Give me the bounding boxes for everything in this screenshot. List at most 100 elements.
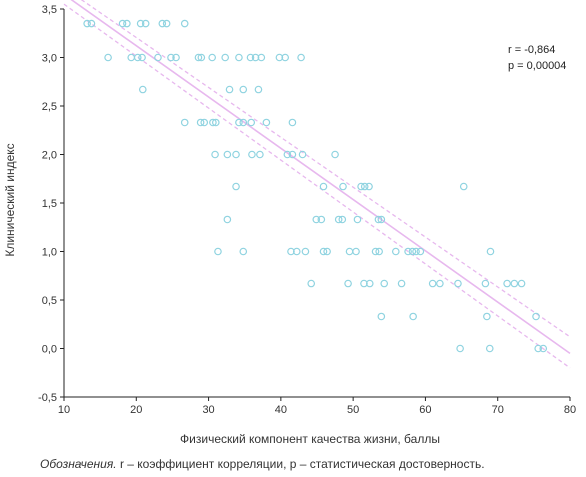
y-tick-label: 2,5	[42, 101, 57, 113]
data-point	[331, 150, 339, 159]
data-point	[197, 53, 206, 62]
x-tick-label: 80	[564, 404, 576, 416]
data-point	[87, 19, 96, 28]
data-point	[275, 53, 284, 62]
data-point	[532, 312, 540, 321]
confidence-band	[63, 0, 571, 369]
data-point	[239, 247, 248, 256]
y-tick-label: 3,0	[42, 53, 57, 65]
data-point	[409, 312, 417, 321]
data-point	[214, 247, 222, 256]
data-point	[345, 247, 354, 256]
data-point	[239, 85, 248, 94]
data-point	[416, 247, 425, 256]
data-point	[357, 182, 365, 191]
y-tick-label: 0,0	[42, 344, 57, 356]
data-point	[200, 118, 209, 127]
data-point	[292, 247, 301, 256]
data-point	[223, 150, 232, 159]
data-point	[517, 279, 526, 288]
x-ticks: 10 20 30 40 50 60 70 80	[58, 397, 576, 416]
data-point	[365, 279, 374, 288]
data-point	[118, 19, 127, 28]
data-point	[408, 247, 417, 256]
data-point	[288, 118, 297, 127]
data-point	[371, 247, 380, 256]
data-point	[235, 118, 243, 127]
data-point	[454, 279, 462, 288]
data-point	[235, 53, 243, 62]
data-point	[287, 247, 295, 256]
data-point	[232, 182, 240, 191]
data-point	[353, 215, 362, 224]
data-point	[225, 85, 234, 94]
correlation-p: p = 0,00004	[508, 60, 566, 72]
data-point	[352, 247, 360, 256]
data-point	[301, 247, 310, 256]
data-point	[297, 53, 305, 62]
data-point	[138, 85, 147, 94]
data-point	[319, 182, 328, 191]
data-point	[283, 150, 292, 159]
data-point	[503, 279, 511, 288]
data-point	[221, 53, 229, 62]
data-point	[246, 53, 255, 62]
ci-lower-line	[63, 3, 571, 369]
data-point	[456, 344, 464, 353]
data-point	[298, 150, 307, 159]
data-point	[232, 150, 240, 159]
data-point	[158, 19, 167, 28]
data-point	[539, 344, 548, 353]
data-point	[141, 19, 150, 28]
footnote-label: Обозначения.	[40, 457, 117, 471]
data-point	[374, 215, 383, 224]
data-point	[317, 215, 326, 224]
data-point	[211, 150, 219, 159]
regression-line	[70, 0, 571, 355]
data-point	[167, 53, 175, 62]
x-tick-label: 20	[130, 404, 142, 416]
data-point	[223, 215, 232, 224]
data-point	[180, 19, 189, 28]
y-tick-label: 1,0	[42, 247, 57, 259]
data-point	[391, 247, 400, 256]
data-point	[307, 279, 316, 288]
x-axis-label: Физический компонент качества жизни, бал…	[180, 432, 440, 446]
data-point	[404, 247, 412, 256]
scatter-chart: 10 20 30 40 50 60 70 80 -0,5 0,0 0,5 1,0 1,5 2,0 2,5 3…	[3, 0, 576, 446]
data-point	[251, 53, 260, 62]
data-point	[136, 19, 145, 28]
data-point	[104, 53, 112, 62]
data-point	[127, 53, 136, 62]
data-point	[360, 279, 368, 288]
data-point	[360, 182, 369, 191]
data-point	[365, 182, 373, 191]
y-tick-label: 2,0	[42, 150, 57, 162]
data-point	[257, 53, 266, 62]
data-point	[83, 19, 91, 28]
data-point	[196, 118, 205, 127]
ci-upper-line	[80, 0, 571, 338]
x-tick-label: 40	[275, 404, 287, 416]
data-point	[247, 118, 256, 127]
data-points	[83, 19, 548, 353]
data-point	[481, 279, 490, 288]
data-point	[248, 150, 256, 159]
correlation-r: r = -0,864	[508, 44, 555, 56]
data-point	[485, 344, 494, 353]
data-point	[334, 215, 343, 224]
data-point	[281, 53, 289, 62]
data-point	[208, 53, 216, 62]
x-tick-label: 50	[347, 404, 359, 416]
data-point	[162, 19, 171, 28]
x-tick-label: 60	[419, 404, 431, 416]
data-point	[412, 247, 420, 256]
data-point	[239, 118, 248, 127]
data-point	[377, 312, 386, 321]
axes	[63, 9, 570, 398]
data-point	[338, 215, 347, 224]
data-point	[344, 279, 352, 288]
data-point	[375, 247, 383, 256]
data-point	[209, 118, 217, 127]
data-point	[486, 247, 495, 256]
